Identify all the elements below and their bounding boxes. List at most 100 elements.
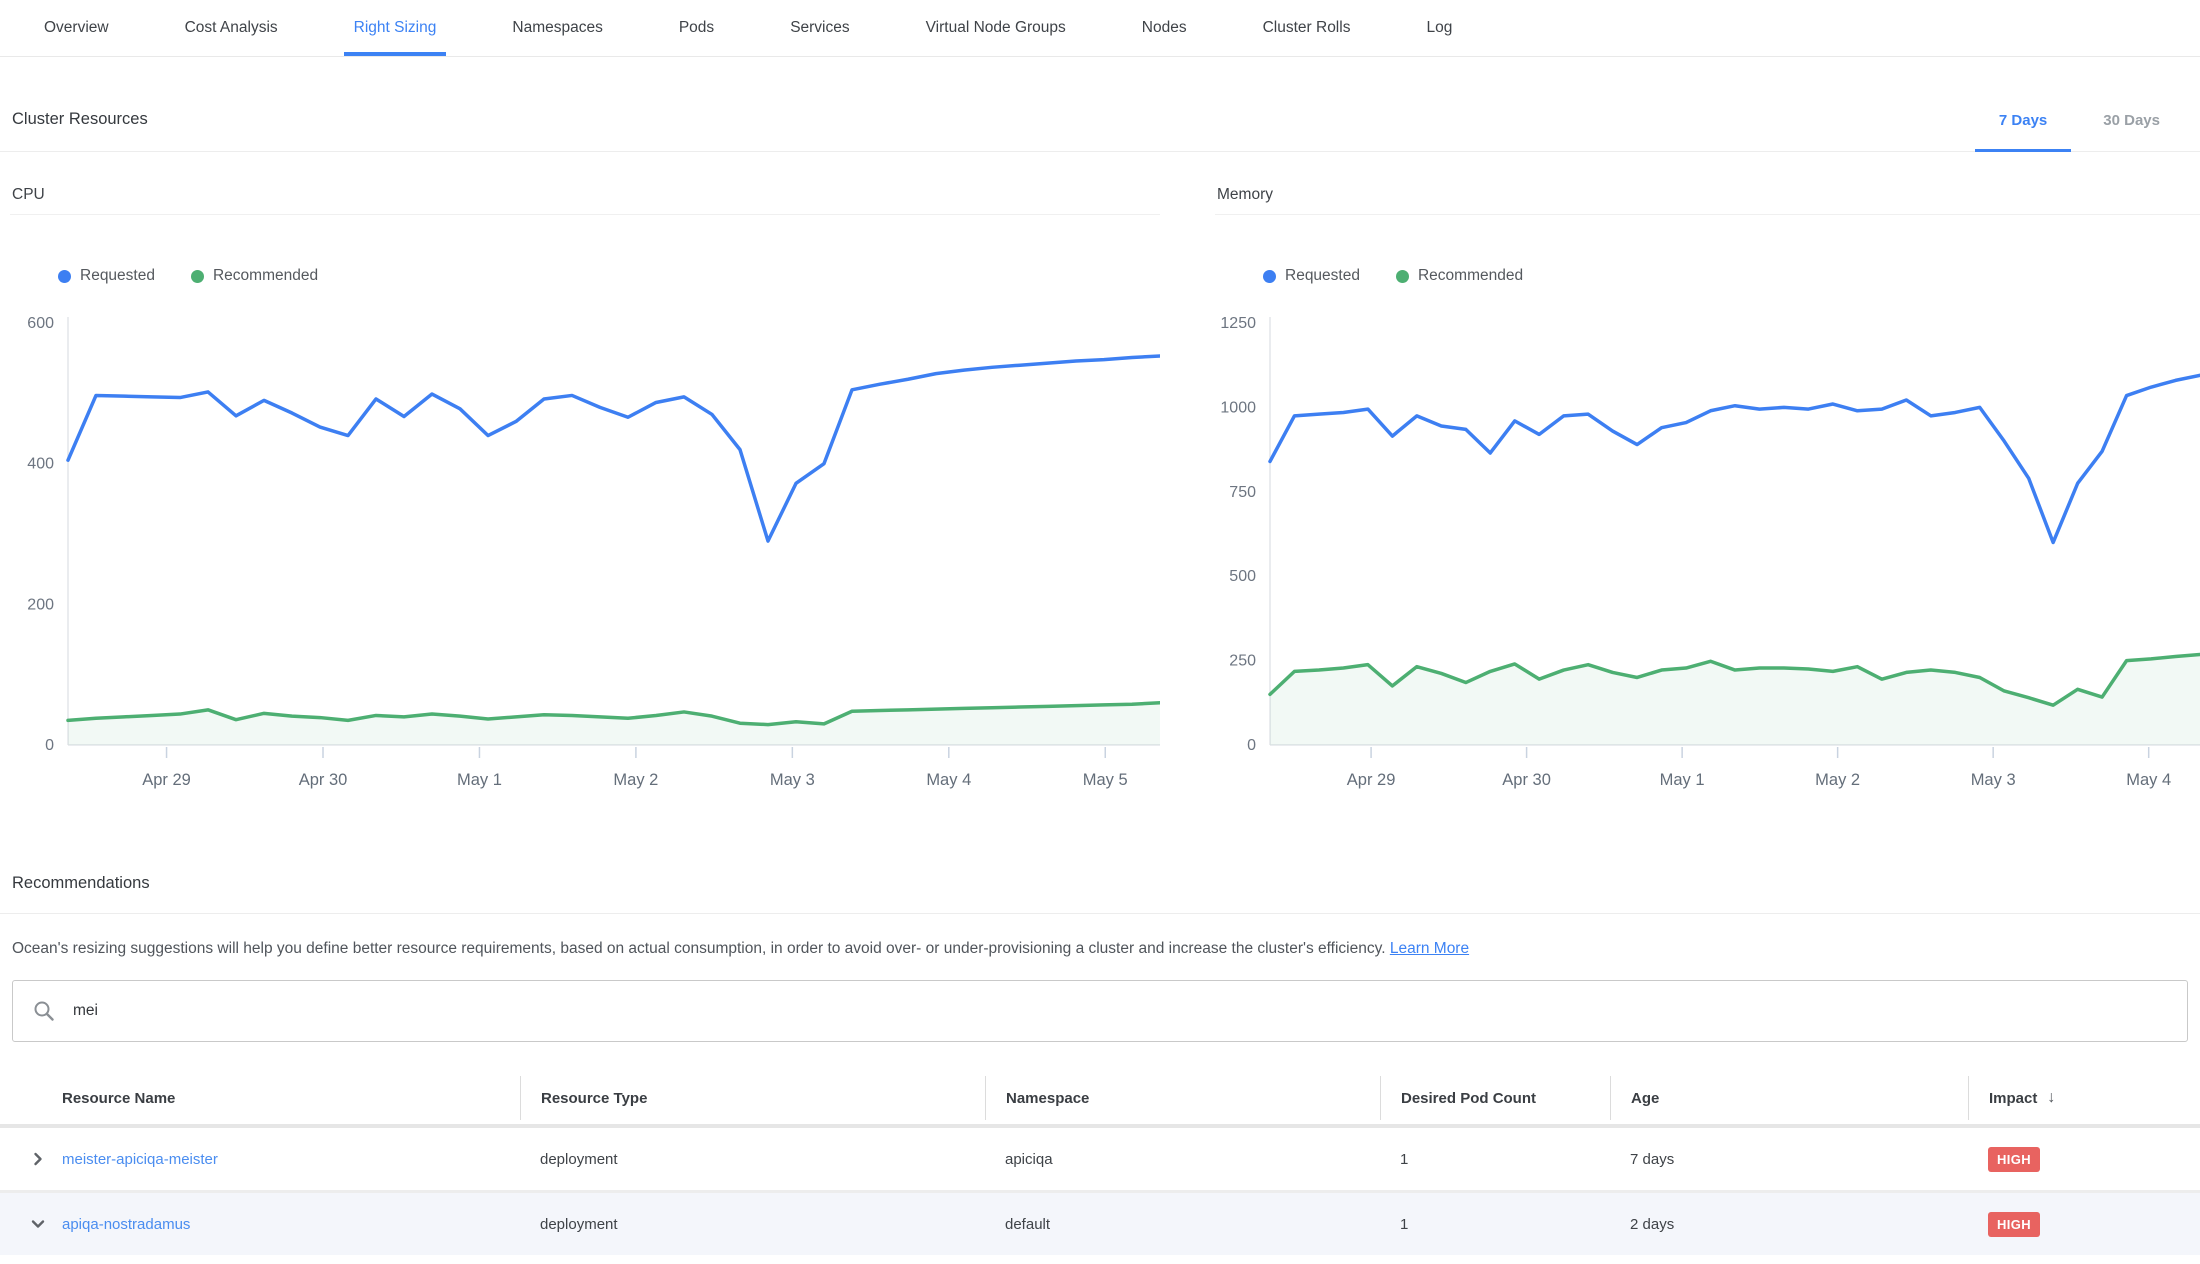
cluster-resources-header: Cluster Resources 7 Days 30 Days bbox=[0, 57, 2200, 152]
cpu-chart: 0 200 400 600 Apr 29 Apr 30 May 1 May 2 May 3 May… bbox=[10, 309, 1160, 794]
recommendations-header: Recommendations bbox=[0, 874, 2200, 914]
memory-chart-title: Memory bbox=[1215, 152, 2200, 215]
charts-section: CPU Requested Recommended 0 200 400 600 Apr 2… bbox=[0, 152, 2200, 794]
column-header-namespace[interactable]: Namespace bbox=[985, 1076, 1380, 1120]
legend-dot-recommended bbox=[1395, 269, 1409, 283]
svg-text:Apr 30: Apr 30 bbox=[299, 771, 348, 789]
desired-pod-count-cell: 1 bbox=[1400, 1150, 1409, 1168]
memory-chart-svg: 0 250 500 750 1000 1250 Apr 29 Apr 30 May 1 May 2… bbox=[1220, 315, 2200, 789]
recommendations-title: Recommendations bbox=[12, 874, 150, 892]
resource-name-link[interactable]: apiqa-nostradamus bbox=[62, 1215, 191, 1233]
namespace-cell: apiciqa bbox=[1005, 1150, 1053, 1168]
recommendations-table: Resource Name Resource Type Namespace Desir… bbox=[0, 1072, 2200, 1255]
range-tab-30-days[interactable]: 30 Days bbox=[2103, 112, 2160, 129]
svg-text:May 3: May 3 bbox=[770, 771, 815, 789]
svg-text:600: 600 bbox=[27, 315, 54, 332]
column-header-impact[interactable]: Impact ↓ bbox=[1968, 1076, 2200, 1120]
svg-text:200: 200 bbox=[27, 596, 54, 613]
column-header-age[interactable]: Age bbox=[1610, 1076, 1968, 1120]
sort-desc-icon[interactable]: ↓ bbox=[2047, 1089, 2056, 1106]
memory-chart-panel: Memory Requested Recommended 0 250 500 750 10… bbox=[1215, 152, 2200, 794]
time-range-tabs: 7 Days 30 Days bbox=[1971, 112, 2188, 152]
svg-text:May 5: May 5 bbox=[1083, 771, 1128, 789]
recommendations-description-text: Ocean's resizing suggestions will help y… bbox=[12, 940, 1390, 957]
search-input[interactable] bbox=[71, 1001, 2167, 1021]
range-tab-7-days[interactable]: 7 Days bbox=[1971, 112, 2075, 152]
column-header-label: Resource Type bbox=[541, 1089, 648, 1107]
tab-bar: Overview Cost Analysis Right Sizing Namespa… bbox=[0, 0, 2200, 57]
legend-label-requested: Requested bbox=[80, 267, 155, 284]
tab-cost-analysis[interactable]: Cost Analysis bbox=[184, 19, 278, 36]
tab-log[interactable]: Log bbox=[1426, 19, 1453, 36]
column-header-label: Resource Name bbox=[62, 1089, 176, 1107]
cpu-chart-svg: 0 200 400 600 Apr 29 Apr 30 May 1 May 2 May 3 May… bbox=[27, 315, 1160, 789]
svg-text:May 1: May 1 bbox=[457, 771, 502, 789]
resource-name-link[interactable]: meister-apiciqa-meister bbox=[62, 1150, 218, 1168]
legend-item-recommended[interactable]: Recommended bbox=[1395, 267, 1524, 285]
column-header-label: Impact bbox=[1989, 1089, 2038, 1107]
tab-virtual-node-groups[interactable]: Virtual Node Groups bbox=[925, 19, 1066, 36]
search-icon bbox=[34, 1001, 54, 1021]
cpu-chart-title: CPU bbox=[10, 152, 1160, 215]
legend-item-requested[interactable]: Requested bbox=[58, 267, 155, 285]
svg-text:400: 400 bbox=[27, 456, 54, 473]
column-header-label: Age bbox=[1631, 1089, 1660, 1107]
cpu-chart-legend: Requested Recommended bbox=[58, 267, 1160, 285]
age-cell: 2 days bbox=[1630, 1215, 1675, 1233]
tab-right-sizing[interactable]: Right Sizing bbox=[316, 0, 475, 56]
legend-label-recommended: Recommended bbox=[1417, 267, 1524, 284]
learn-more-link[interactable]: Learn More bbox=[1389, 940, 1470, 957]
table-header-row: Resource Name Resource Type Namespace Desir… bbox=[0, 1072, 2200, 1124]
column-header-desired-pod-count[interactable]: Desired Pod Count bbox=[1380, 1076, 1610, 1120]
svg-text:May 4: May 4 bbox=[2126, 771, 2171, 789]
svg-text:Apr 29: Apr 29 bbox=[142, 771, 191, 789]
svg-text:May 4: May 4 bbox=[926, 771, 971, 789]
legend-item-recommended[interactable]: Recommended bbox=[190, 267, 319, 285]
column-header-label: Desired Pod Count bbox=[1401, 1089, 1537, 1107]
cpu-chart-panel: CPU Requested Recommended 0 200 400 600 Apr 2… bbox=[10, 152, 1160, 794]
tab-namespaces[interactable]: Namespaces bbox=[512, 19, 603, 36]
legend-dot-recommended bbox=[190, 269, 204, 283]
tab-overview[interactable]: Overview bbox=[44, 19, 109, 36]
legend-label-recommended: Recommended bbox=[212, 267, 319, 284]
column-header-resource-type[interactable]: Resource Type bbox=[520, 1076, 985, 1120]
search-box bbox=[12, 980, 2188, 1042]
memory-chart-legend: Requested Recommended bbox=[1263, 267, 2200, 285]
svg-text:0: 0 bbox=[45, 737, 54, 754]
chevron-right-icon[interactable] bbox=[0, 1151, 62, 1167]
table-row: meister-apiciqa-meister deployment apiciqa… bbox=[0, 1128, 2200, 1190]
svg-text:1000: 1000 bbox=[1220, 399, 1256, 416]
column-header-resource-name[interactable]: Resource Name bbox=[0, 1076, 520, 1120]
age-cell: 7 days bbox=[1630, 1150, 1675, 1168]
namespace-cell: default bbox=[1005, 1215, 1051, 1233]
svg-text:500: 500 bbox=[1229, 568, 1256, 585]
svg-text:750: 750 bbox=[1229, 484, 1256, 501]
resource-type-cell: deployment bbox=[540, 1215, 618, 1233]
impact-badge: HIGH bbox=[1988, 1211, 2041, 1237]
resource-type-cell: deployment bbox=[540, 1150, 618, 1168]
desired-pod-count-cell: 1 bbox=[1400, 1215, 1409, 1233]
legend-label-requested: Requested bbox=[1285, 267, 1360, 284]
legend-item-requested[interactable]: Requested bbox=[1263, 267, 1360, 285]
legend-dot-requested bbox=[1263, 269, 1276, 283]
tab-pods[interactable]: Pods bbox=[678, 19, 715, 36]
recommendations-description: Ocean's resizing suggestions will help y… bbox=[0, 914, 2200, 958]
svg-text:0: 0 bbox=[1247, 737, 1256, 754]
svg-text:May 3: May 3 bbox=[1971, 771, 2016, 789]
cluster-resources-title: Cluster Resources bbox=[12, 110, 148, 128]
tab-services[interactable]: Services bbox=[790, 19, 850, 36]
tab-cluster-rolls[interactable]: Cluster Rolls bbox=[1262, 19, 1351, 36]
legend-dot-requested bbox=[58, 269, 71, 283]
svg-text:1250: 1250 bbox=[1220, 315, 1256, 332]
table-header-divider bbox=[0, 1124, 2200, 1128]
svg-text:May 1: May 1 bbox=[1660, 771, 1705, 789]
column-header-label: Namespace bbox=[1006, 1089, 1090, 1107]
svg-text:Apr 30: Apr 30 bbox=[1502, 771, 1551, 789]
svg-text:Apr 29: Apr 29 bbox=[1347, 771, 1396, 789]
svg-text:250: 250 bbox=[1229, 653, 1256, 670]
tab-nodes[interactable]: Nodes bbox=[1141, 19, 1187, 36]
chevron-down-icon[interactable] bbox=[0, 1216, 62, 1232]
row-divider bbox=[0, 1190, 2200, 1193]
svg-text:May 2: May 2 bbox=[1815, 771, 1860, 789]
impact-badge: HIGH bbox=[1988, 1146, 2041, 1172]
